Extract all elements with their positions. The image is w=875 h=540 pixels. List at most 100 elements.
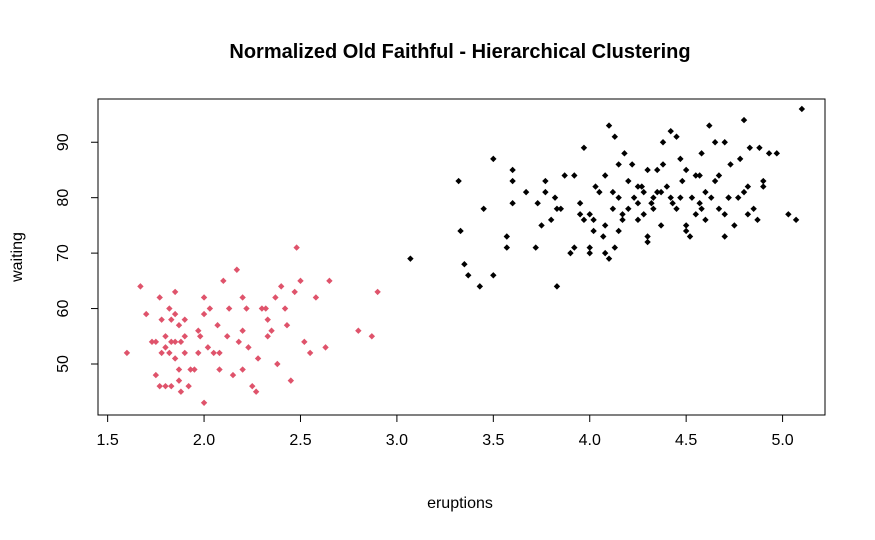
data-point [490,272,497,279]
data-point [171,338,179,346]
data-point [625,205,632,212]
data-point [679,177,686,185]
data-point [634,216,642,224]
data-point [551,194,559,201]
data-point [765,150,773,157]
data-point [465,272,472,279]
data-point [580,144,588,151]
data-point [177,338,185,346]
data-point [162,382,169,390]
data-point [542,177,549,185]
data-point [216,366,223,373]
data-point [158,316,165,323]
data-point [756,144,763,151]
data-point [258,305,266,312]
data-point [731,222,738,229]
data-point [682,222,690,229]
data-point [650,205,657,212]
data-point [490,155,497,163]
y-axis-label: waiting [9,232,26,283]
x-tick-label: 3.0 [386,432,408,449]
data-point [760,183,767,190]
y-tick-label: 60 [55,300,72,318]
data-point [634,200,642,207]
y-tick-label: 90 [55,133,72,151]
data-point [235,338,242,346]
data-point [711,177,719,185]
data-point [123,349,131,357]
data-point [252,388,260,395]
x-tick-label: 2.0 [193,432,215,449]
data-point [596,188,603,196]
data-point [547,216,555,224]
data-point [580,216,588,224]
data-point [326,277,333,285]
data-point [586,249,593,257]
data-point [785,211,792,218]
data-point [571,244,578,251]
data-point [561,172,568,179]
data-point [175,377,183,384]
data-point [239,366,246,373]
data-point [152,371,160,379]
data-point [156,382,163,390]
data-points [123,105,806,407]
data-point [648,200,655,207]
data-point [137,283,144,290]
data-point [542,188,549,196]
data-point [592,183,599,190]
data-point [644,233,651,240]
data-point [590,227,597,235]
data-point [168,382,175,390]
data-point [628,161,636,168]
data-point [175,366,183,373]
data-point [291,288,298,296]
data-point [503,233,511,240]
data-point [571,172,578,179]
data-point [640,188,647,196]
data-point [158,349,165,357]
data-point [534,200,541,207]
data-point [619,211,626,218]
data-point [715,205,723,212]
data-point [281,305,289,312]
data-point [152,338,160,346]
data-point [611,244,619,251]
data-point [243,305,250,312]
data-point [187,366,194,373]
data-point [220,277,227,285]
x-tick-label: 4.5 [675,432,697,449]
data-point [754,216,761,224]
data-point [702,216,709,224]
data-point [638,183,646,190]
data-point [191,366,198,373]
data-point [698,150,705,157]
data-point [644,238,651,246]
data-point [171,310,179,318]
data-point [760,177,767,185]
data-point [696,200,703,207]
data-point [162,333,169,340]
data-point [682,166,690,174]
data-point [659,139,667,146]
data-point [601,249,609,257]
data-point [457,227,464,235]
data-point [272,294,279,301]
data-point [708,194,715,201]
data-point [181,349,188,357]
data-point [254,355,262,362]
data-point [698,205,705,212]
data-point [605,122,613,129]
data-point [711,139,719,146]
data-point [210,349,217,357]
data-point [798,105,806,113]
data-point [696,172,703,179]
data-point [609,205,617,212]
data-point [609,188,617,196]
data-point [225,305,233,312]
data-point [630,194,638,201]
data-point [553,283,561,290]
data-point [611,133,619,140]
data-point [374,288,381,296]
data-point [677,194,684,201]
